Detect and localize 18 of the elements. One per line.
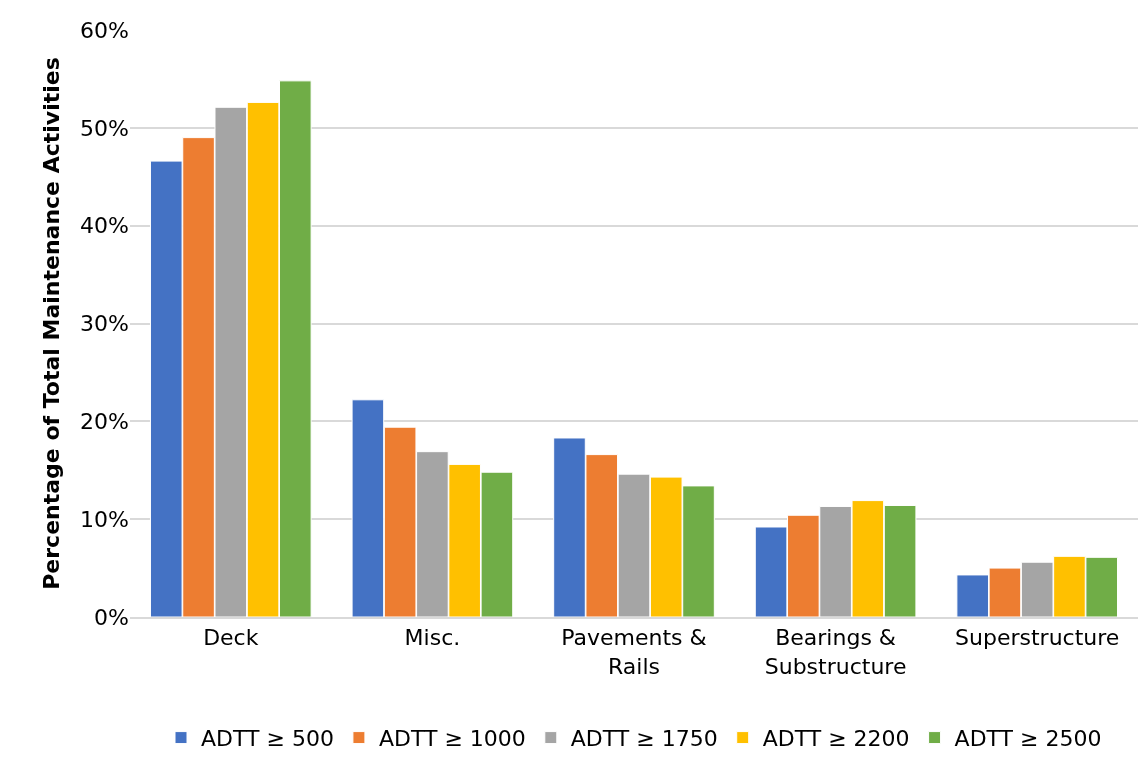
- legend-label: ADTT ≥ 500: [201, 726, 334, 752]
- legend-label: ADTT ≥ 2200: [762, 726, 910, 752]
- x-tick-label: Misc.: [404, 625, 461, 651]
- legend-label: ADTT ≥ 1750: [570, 726, 718, 752]
- x-tick-label: Deck: [203, 625, 259, 651]
- legend-label: ADTT ≥ 2500: [954, 726, 1102, 752]
- y-tick-label: 30%: [80, 311, 129, 337]
- y-tick-label: 10%: [80, 506, 129, 532]
- y-axis-title: Percentage of Total Maintenance Activities: [38, 57, 64, 590]
- x-tick-label: Pavements & Rails: [561, 625, 707, 679]
- x-tick-label: Superstructure: [955, 625, 1120, 651]
- y-tick-label: 40%: [80, 213, 129, 239]
- y-tick-label: 0%: [94, 604, 129, 630]
- legend-label: ADTT ≥ 1000: [378, 726, 526, 752]
- x-tick-label: Bearings & Substructure: [764, 625, 907, 679]
- y-tick-label: 60%: [80, 17, 129, 43]
- y-tick-label: 20%: [80, 409, 129, 435]
- y-tick-label: 50%: [80, 115, 129, 141]
